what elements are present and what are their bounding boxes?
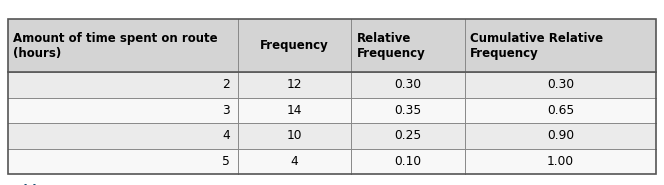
Text: 0.35: 0.35 xyxy=(394,104,422,117)
Text: 4: 4 xyxy=(222,130,230,142)
Text: Amount of time spent on route
(hours): Amount of time spent on route (hours) xyxy=(13,32,218,60)
Text: 12: 12 xyxy=(287,78,303,91)
Bar xyxy=(8,123,656,149)
Bar xyxy=(8,19,656,174)
Text: 10: 10 xyxy=(287,130,303,142)
Text: 0.10: 0.10 xyxy=(394,155,422,168)
Text: Cumulative Relative
Frequency: Cumulative Relative Frequency xyxy=(470,32,604,60)
Text: 2: 2 xyxy=(222,78,230,91)
Text: 0.65: 0.65 xyxy=(547,104,574,117)
Text: 4: 4 xyxy=(291,155,299,168)
Bar xyxy=(8,149,656,174)
Text: 0.30: 0.30 xyxy=(394,78,422,91)
Text: 1.00: 1.00 xyxy=(547,155,574,168)
Text: Frequency: Frequency xyxy=(260,39,329,52)
Bar xyxy=(8,19,656,72)
Text: 0.30: 0.30 xyxy=(547,78,574,91)
Text: 14: 14 xyxy=(287,104,303,117)
Text: 5: 5 xyxy=(222,155,230,168)
Text: 0.25: 0.25 xyxy=(394,130,422,142)
Text: Table 2.23: Table 2.23 xyxy=(8,184,80,185)
Text: Relative
Frequency: Relative Frequency xyxy=(357,32,426,60)
Bar xyxy=(8,72,656,98)
Text: 3: 3 xyxy=(222,104,230,117)
Text: 0.90: 0.90 xyxy=(547,130,574,142)
Bar xyxy=(8,98,656,123)
